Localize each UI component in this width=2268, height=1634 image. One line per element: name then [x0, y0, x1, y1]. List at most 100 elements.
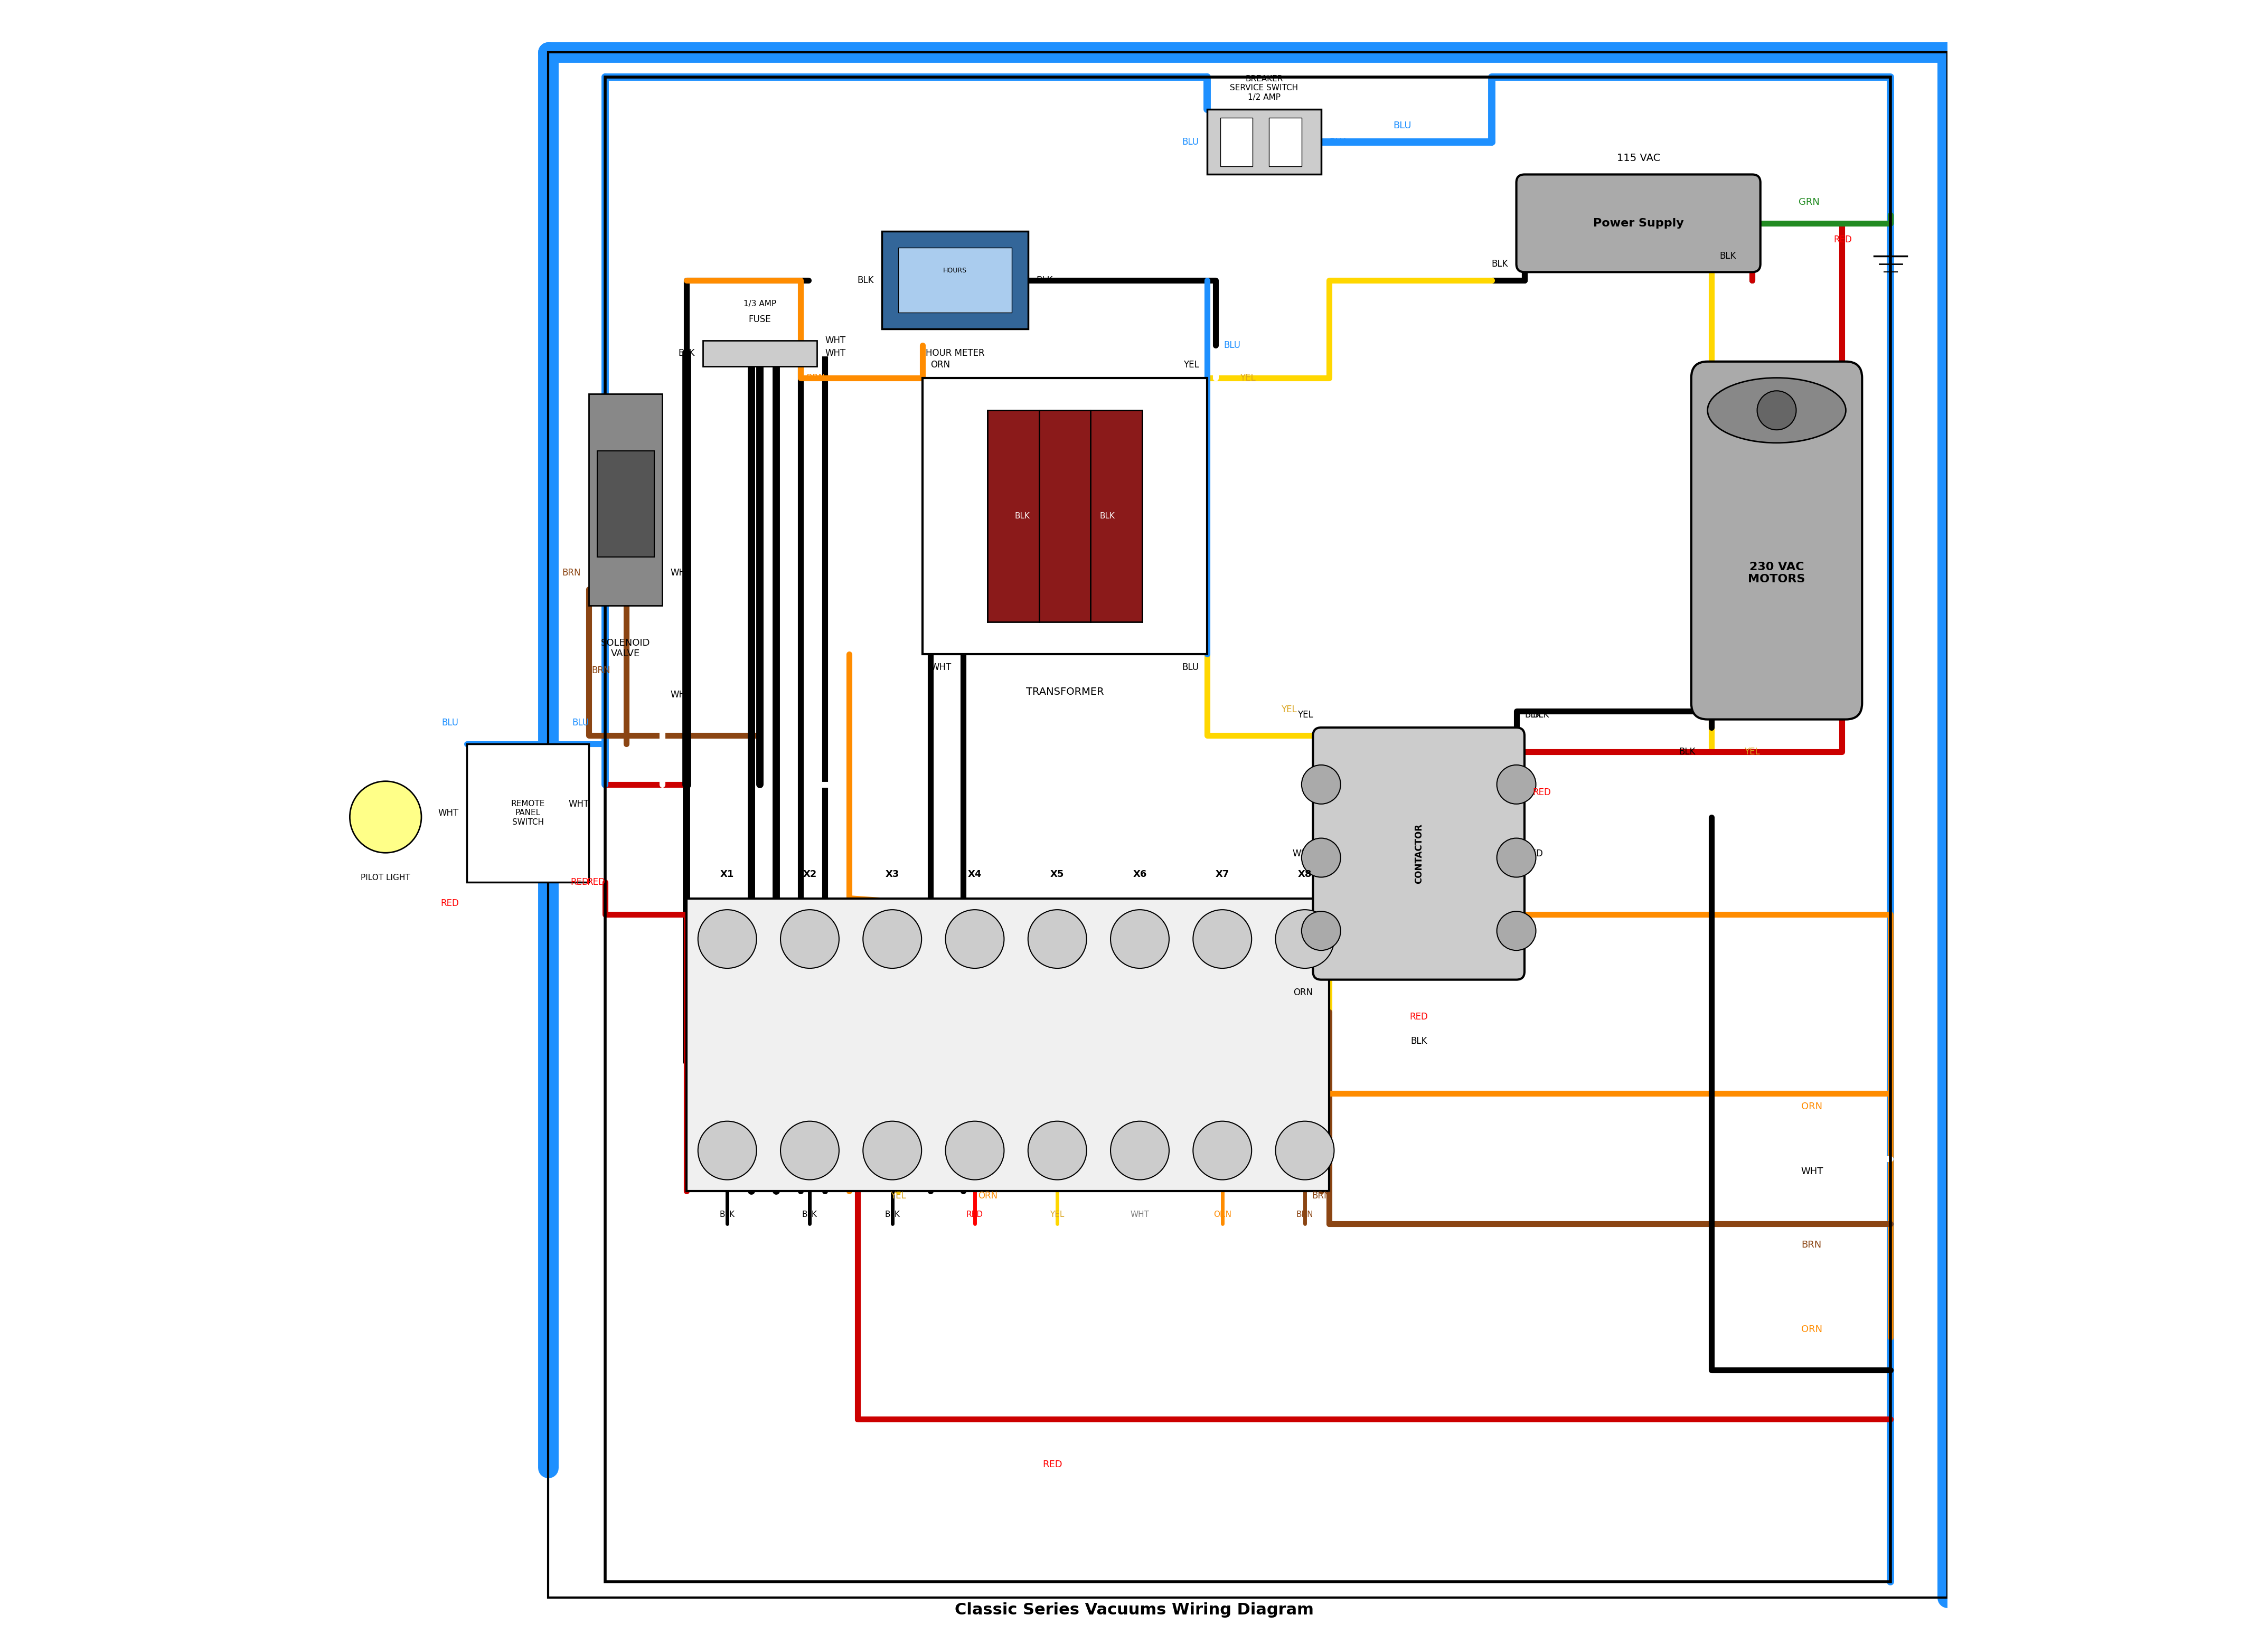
Text: 230 VAC
MOTORS: 230 VAC MOTORS — [1749, 562, 1805, 585]
Text: SOLENOID
VALVE: SOLENOID VALVE — [601, 637, 651, 659]
Text: WHT: WHT — [1129, 1211, 1150, 1219]
Bar — [1220, 118, 1252, 167]
Text: ORN: ORN — [1801, 1101, 1821, 1111]
Text: ORN: ORN — [930, 359, 950, 369]
Text: BRN: BRN — [562, 569, 581, 578]
Text: YEL: YEL — [1744, 747, 1760, 757]
Text: BLU: BLU — [1145, 54, 1163, 64]
Circle shape — [780, 1121, 839, 1180]
Text: BLK: BLK — [803, 1211, 816, 1219]
Text: RED: RED — [572, 877, 590, 887]
Text: WHT: WHT — [826, 335, 846, 345]
Bar — [987, 410, 1143, 623]
Circle shape — [864, 910, 921, 969]
FancyBboxPatch shape — [1692, 361, 1862, 719]
Text: CONTACTOR: CONTACTOR — [1413, 824, 1424, 884]
Text: ORN: ORN — [1801, 1325, 1821, 1333]
Text: ORN: ORN — [1293, 989, 1313, 997]
Text: RED: RED — [1833, 235, 1853, 245]
Text: RED: RED — [587, 877, 606, 887]
Text: BLU: BLU — [442, 717, 458, 727]
Text: RED: RED — [966, 1211, 984, 1219]
Circle shape — [1302, 912, 1340, 951]
Text: YEL: YEL — [1184, 359, 1200, 369]
Circle shape — [864, 1121, 921, 1180]
Bar — [590, 394, 662, 606]
Text: 1/3 AMP: 1/3 AMP — [744, 301, 776, 307]
Text: WHT: WHT — [1293, 848, 1313, 858]
Text: HOUR METER: HOUR METER — [925, 348, 984, 358]
Text: WHT: WHT — [826, 348, 846, 358]
Text: BRN: BRN — [1297, 1211, 1313, 1219]
Text: WHT: WHT — [1801, 1167, 1823, 1176]
Text: BLU: BLU — [1182, 662, 1200, 672]
Text: 115 VAC: 115 VAC — [1617, 154, 1660, 163]
Text: ORN: ORN — [805, 373, 826, 382]
Bar — [1270, 118, 1302, 167]
Text: X8: X8 — [1297, 869, 1311, 879]
FancyBboxPatch shape — [1517, 175, 1760, 273]
Text: ORN: ORN — [1213, 1211, 1232, 1219]
Text: BREAKER
SERVICE SWITCH
1/2 AMP: BREAKER SERVICE SWITCH 1/2 AMP — [1229, 75, 1297, 101]
Circle shape — [1275, 1121, 1334, 1180]
Text: WHT: WHT — [671, 569, 692, 578]
Text: Power Supply: Power Supply — [1592, 217, 1683, 229]
Text: YEL: YEL — [1297, 709, 1313, 719]
Text: X4: X4 — [968, 869, 982, 879]
Circle shape — [780, 910, 839, 969]
Circle shape — [1193, 910, 1252, 969]
Circle shape — [1111, 910, 1168, 969]
Bar — [687, 899, 1329, 1191]
Text: YEL: YEL — [891, 1191, 905, 1201]
Text: TRANSFORMER: TRANSFORMER — [1025, 686, 1105, 696]
Text: BLK: BLK — [1524, 709, 1542, 719]
Text: X3: X3 — [885, 869, 898, 879]
Bar — [467, 743, 590, 882]
Text: BLU: BLU — [1182, 137, 1200, 147]
Bar — [923, 377, 1207, 654]
Text: X7: X7 — [1216, 869, 1229, 879]
Text: WHT: WHT — [569, 799, 590, 809]
Text: RED: RED — [1408, 1011, 1429, 1021]
Text: WHT: WHT — [438, 809, 458, 817]
Text: BLU: BLU — [572, 717, 590, 727]
Circle shape — [1497, 838, 1535, 877]
Text: PILOT LIGHT: PILOT LIGHT — [361, 874, 411, 882]
Circle shape — [1111, 1121, 1168, 1180]
Text: X1: X1 — [721, 869, 735, 879]
Text: WHT: WHT — [930, 662, 950, 672]
Text: ORN: ORN — [978, 1191, 998, 1201]
Text: YEL: YEL — [1241, 373, 1256, 382]
Text: BLK: BLK — [1100, 511, 1116, 520]
Text: BLK: BLK — [678, 348, 694, 358]
Text: BLK: BLK — [1533, 709, 1549, 719]
Circle shape — [946, 910, 1005, 969]
Text: BLK: BLK — [885, 1211, 900, 1219]
Text: BLK: BLK — [1411, 1036, 1427, 1046]
Circle shape — [946, 1121, 1005, 1180]
Bar — [1207, 109, 1320, 175]
Text: BLK: BLK — [1036, 276, 1052, 284]
Circle shape — [1275, 910, 1334, 969]
Bar — [596, 451, 653, 557]
Text: BRN: BRN — [592, 665, 610, 675]
Circle shape — [1758, 391, 1796, 430]
Text: X6: X6 — [1132, 869, 1148, 879]
Circle shape — [1027, 1121, 1086, 1180]
Text: WHT: WHT — [671, 690, 692, 699]
Text: BLK: BLK — [719, 1211, 735, 1219]
Text: BRN: BRN — [1311, 1191, 1331, 1201]
Ellipse shape — [1708, 377, 1846, 443]
Text: BLU: BLU — [1329, 137, 1347, 147]
Text: X5: X5 — [1050, 869, 1064, 879]
Text: GRN: GRN — [1799, 198, 1819, 208]
Text: RED: RED — [1533, 788, 1551, 797]
FancyBboxPatch shape — [1313, 727, 1524, 980]
Circle shape — [1497, 912, 1535, 951]
Text: RED: RED — [440, 899, 458, 909]
Circle shape — [1497, 765, 1535, 804]
Text: FUSE: FUSE — [748, 315, 771, 324]
Circle shape — [699, 910, 758, 969]
Bar — [703, 340, 816, 366]
Text: BLK: BLK — [1492, 260, 1508, 268]
